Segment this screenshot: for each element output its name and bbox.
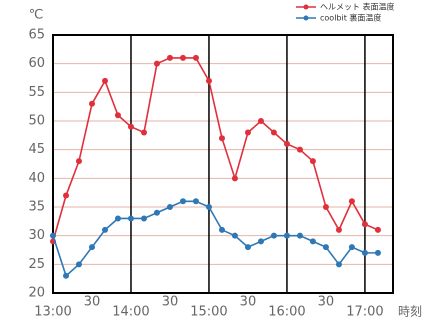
point xyxy=(218,226,225,233)
y-tick-label: 60 xyxy=(28,56,45,71)
point xyxy=(335,261,342,268)
x-tick-label: 30 xyxy=(84,295,101,310)
y-tick-label: 20 xyxy=(28,286,45,301)
point xyxy=(75,158,82,165)
point xyxy=(244,244,251,251)
x-tick-label: 14:00 xyxy=(112,305,149,320)
y-tick-label: 40 xyxy=(28,171,45,186)
point xyxy=(231,175,238,182)
point xyxy=(141,129,148,136)
point xyxy=(63,272,70,279)
line xyxy=(52,57,379,242)
point xyxy=(153,60,160,67)
point xyxy=(141,215,148,222)
point xyxy=(75,261,82,268)
y-tick-label: 30 xyxy=(28,228,45,243)
point xyxy=(63,192,70,199)
point xyxy=(192,198,199,205)
point xyxy=(231,232,238,239)
legend-label: ヘルメット 表面温度 xyxy=(320,2,395,12)
legend-marker xyxy=(303,4,309,10)
point xyxy=(322,244,329,251)
point xyxy=(374,226,381,233)
x-tick-label: 13:00 xyxy=(34,305,71,320)
y-tick-label: 35 xyxy=(28,200,45,215)
point xyxy=(348,198,355,205)
y-tick-label: 55 xyxy=(28,85,45,100)
point xyxy=(322,204,329,210)
point xyxy=(102,226,109,233)
x-tick-label: 30 xyxy=(240,295,257,310)
point xyxy=(257,118,264,124)
point xyxy=(296,232,303,239)
y-tick-label: 45 xyxy=(28,142,45,157)
point xyxy=(114,215,121,222)
point xyxy=(309,158,316,165)
point xyxy=(88,244,95,251)
point xyxy=(50,232,56,239)
point xyxy=(153,209,160,216)
point xyxy=(205,204,212,210)
point xyxy=(270,129,277,136)
point xyxy=(88,100,95,107)
y-tick-label: 50 xyxy=(28,114,45,129)
point xyxy=(309,238,316,245)
x-tick-label: 30 xyxy=(318,295,335,310)
point xyxy=(244,129,251,136)
x-axis-label: 時刻 xyxy=(398,305,422,319)
y-unit: ℃ xyxy=(29,8,44,23)
plot-frame xyxy=(52,34,394,294)
y-tick-label: 65 xyxy=(28,28,45,43)
point xyxy=(283,140,290,147)
point xyxy=(283,232,290,239)
point xyxy=(179,54,186,61)
point xyxy=(127,215,134,222)
point xyxy=(374,249,381,256)
x-tick-label: 16:00 xyxy=(268,305,305,320)
x-tick-label: 15:00 xyxy=(190,305,227,320)
point xyxy=(192,54,199,61)
point xyxy=(335,226,342,233)
point xyxy=(179,198,186,205)
point xyxy=(102,77,109,84)
point xyxy=(296,146,303,153)
point xyxy=(205,77,212,84)
point xyxy=(114,112,121,119)
point xyxy=(257,238,264,245)
point xyxy=(361,249,368,256)
legend-label: coolbit 裏面温度 xyxy=(320,13,381,23)
point xyxy=(348,244,355,251)
y-tick-label: 25 xyxy=(28,257,45,272)
legend-marker xyxy=(303,15,309,21)
point xyxy=(218,135,225,142)
point xyxy=(127,123,134,130)
point xyxy=(270,232,277,239)
x-tick-label: 17:00 xyxy=(346,305,383,320)
point xyxy=(361,221,368,228)
point xyxy=(166,204,173,210)
point xyxy=(166,54,173,61)
x-tick-label: 30 xyxy=(162,295,179,310)
